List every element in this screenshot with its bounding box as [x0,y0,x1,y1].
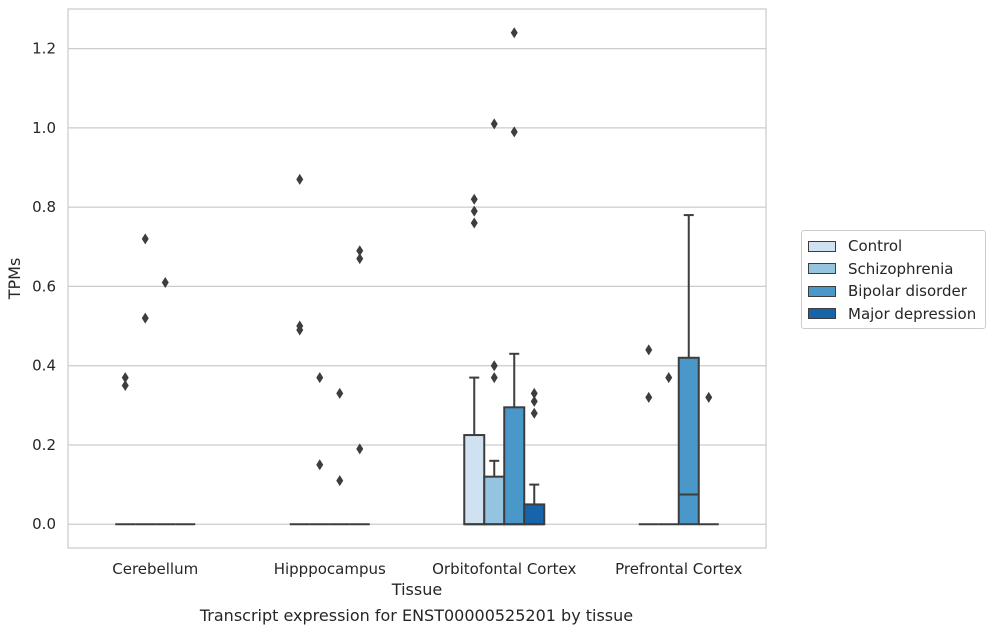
outlier-point [316,372,324,384]
x-tick-label: Prefrontal Cortex [615,560,742,578]
box-rect [463,434,486,526]
outlier-point [665,372,673,384]
box-rect [503,406,526,526]
outlier-point [470,205,478,217]
y-axis-ticks: 0.0 0.2 0.4 0.6 0.8 1.0 1.2 [32,40,56,534]
outlier-point [645,344,653,356]
chart-caption: Transcript expression for ENST0000052520… [199,606,634,625]
outlier-point [530,395,538,407]
outlier-point [645,391,653,403]
y-tick-label: 0.0 [32,515,56,533]
outlier-point [510,126,518,138]
box-series [115,214,719,526]
outlier-point [296,173,304,185]
outlier-point [316,459,324,471]
outlier-point [356,443,364,455]
outlier-point [336,475,344,487]
outlier-point [121,380,129,392]
box-rect [523,503,546,526]
outlier-point [470,217,478,229]
legend-label: Control [848,237,903,256]
outlier-point [510,27,518,39]
y-tick-label: 0.6 [32,277,56,295]
legend-swatch [808,308,836,320]
box-schizophrenia [483,459,506,526]
box-bipolar-disorder [677,214,700,526]
gridlines [68,48,766,525]
outlier-point [161,276,169,288]
outlier-point [296,320,304,332]
y-tick-label: 0.2 [32,436,56,454]
box-control [463,376,486,526]
outlier-point [490,118,498,130]
y-tick-label: 0.4 [32,357,56,375]
outlier-point [141,233,149,245]
legend-label: Major depression [848,304,977,323]
x-axis-label: Tissue [391,580,442,599]
y-tick-label: 1.0 [32,119,56,137]
box-bipolar-disorder [503,352,526,526]
legend-swatch [808,240,836,252]
outlier-point [705,391,713,403]
legend-item: Major depression [802,303,985,326]
outlier-point [530,407,538,419]
outlier-point [490,360,498,372]
outlier-point [121,372,129,384]
legend-swatch [808,263,836,275]
y-tick-label: 0.8 [32,198,56,216]
outlier-point [490,372,498,384]
x-tick-label: Orbitofontal Cortex [432,560,576,578]
outlier-point [141,312,149,324]
outlier-point [356,253,364,265]
y-tick-label: 1.2 [32,40,56,58]
x-tick-label: Hipppocampus [274,560,386,578]
legend-item: Bipolar disorder [802,280,985,303]
legend-item: Schizophrenia [802,258,985,281]
outlier-point [356,245,364,257]
plot-frame [67,8,767,549]
box-major-depression [523,483,546,526]
box-rect [677,356,700,526]
x-tick-label: Cerebellum [112,560,198,578]
legend-swatch [808,285,836,297]
outlier-points [121,27,713,487]
legend-item: Control [802,235,985,258]
legend-label: Schizophrenia [848,259,954,278]
outlier-point [470,193,478,205]
outlier-point [336,387,344,399]
legend: Control Schizophrenia Bipolar disorder Majo… [801,230,986,329]
box-rect [483,475,506,526]
outlier-point [530,387,538,399]
x-axis-ticks: Cerebellum Hipppocampus Orbitofontal Corte… [112,560,742,578]
y-axis-label: TPMs [5,258,24,301]
legend-label: Bipolar disorder [848,282,967,301]
